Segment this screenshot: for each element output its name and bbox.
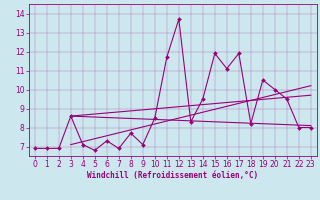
X-axis label: Windchill (Refroidissement éolien,°C): Windchill (Refroidissement éolien,°C) [87, 171, 258, 180]
